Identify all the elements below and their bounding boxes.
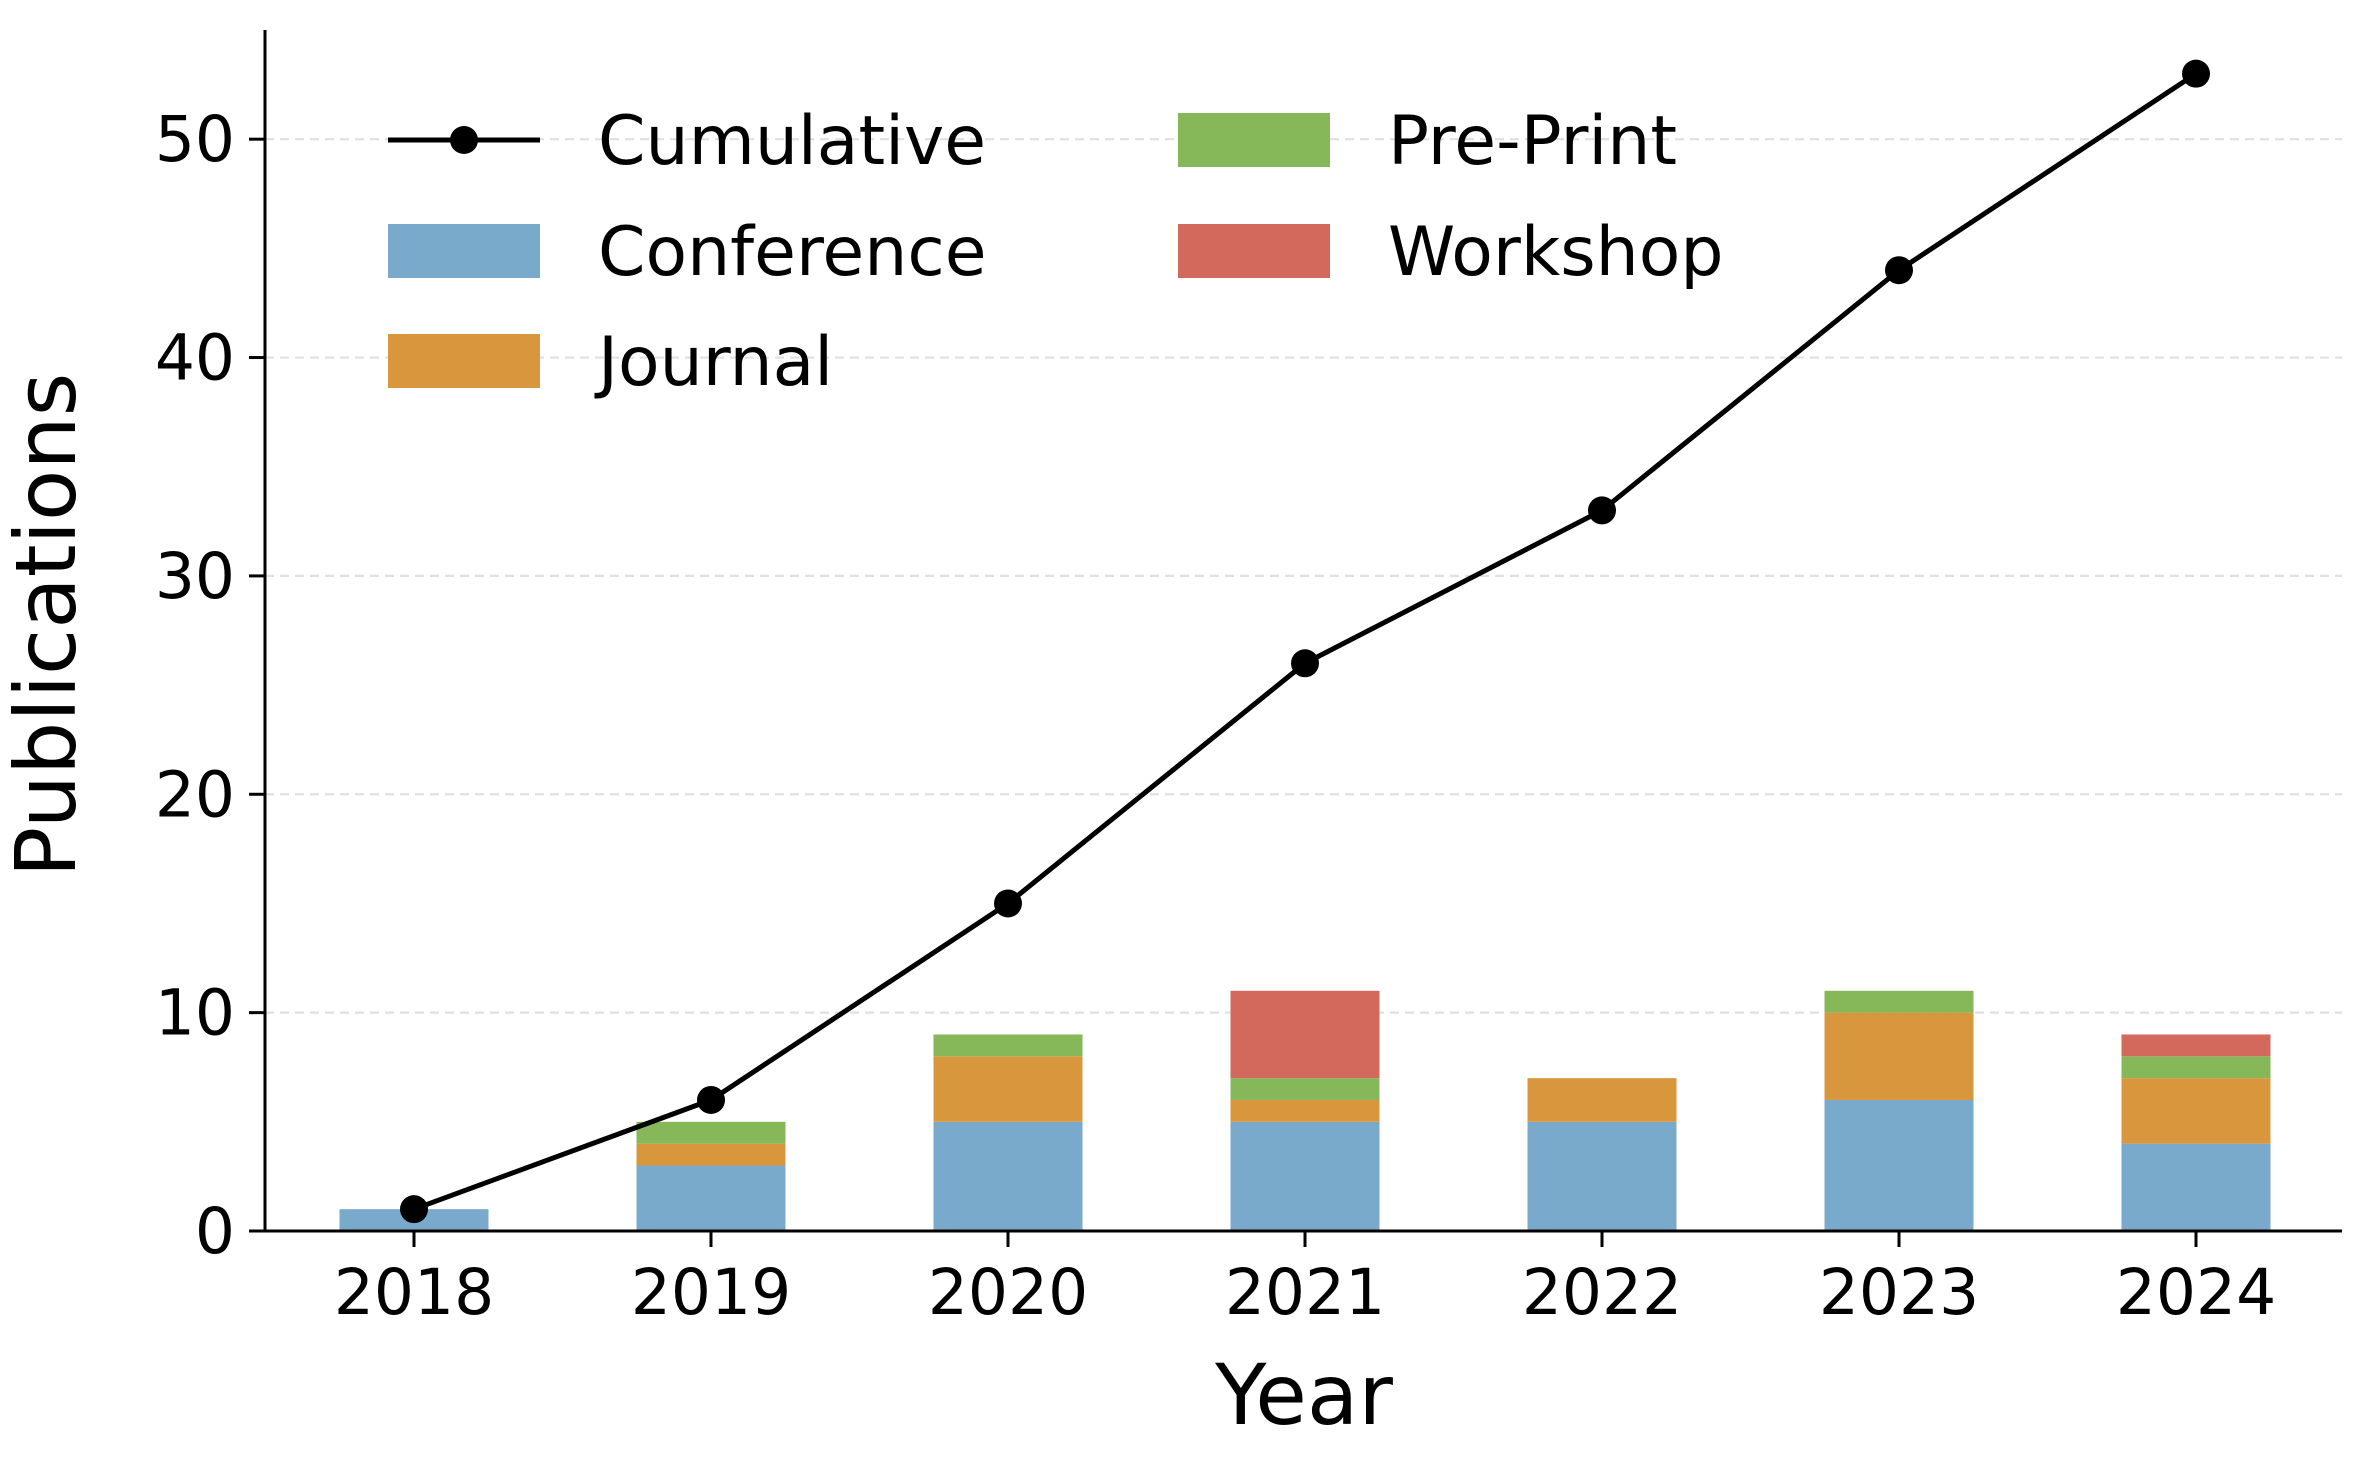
bar-conference-2024 [2121, 1143, 2271, 1231]
legend-label-cumulative: Cumulative [598, 102, 986, 181]
legend-label-workshop: Workshop [1388, 213, 1723, 292]
x-tick-label-2020: 2020 [928, 1256, 1088, 1329]
x-tick-label-2024: 2024 [2116, 1256, 2276, 1329]
bar-pre-print-2023 [1824, 990, 1974, 1013]
bar-pre-print-2024 [2121, 1056, 2271, 1079]
x-tick-label-2019: 2019 [631, 1256, 791, 1329]
bar-pre-print-2020 [933, 1034, 1083, 1057]
y-tick-label-40: 40 [155, 322, 235, 395]
legend: Cumulative Conference Journal Pre-Print Work… [388, 102, 1723, 402]
cumulative-point-2018 [400, 1195, 428, 1224]
bar-workshop-2021 [1230, 990, 1380, 1079]
x-tick-label-2021: 2021 [1225, 1256, 1385, 1329]
cumulative-point-2020 [994, 889, 1022, 918]
cumulative-line-layer [400, 59, 2210, 1224]
y-tick-label-50: 50 [155, 103, 235, 176]
bar-journal-2023 [1824, 1012, 1974, 1100]
bar-journal-2024 [2121, 1078, 2271, 1144]
x-tick-label-2022: 2022 [1522, 1256, 1682, 1329]
bar-conference-2019 [636, 1165, 786, 1231]
cumulative-point-2019 [697, 1085, 725, 1114]
legend-swatch-journal [388, 334, 540, 388]
x-tick-label-2018: 2018 [334, 1256, 494, 1329]
bar-journal-2019 [636, 1143, 786, 1166]
bar-pre-print-2019 [636, 1121, 786, 1144]
bar-conference-2023 [1824, 1099, 1974, 1231]
legend-swatch-workshop [1178, 224, 1330, 278]
bar-journal-2021 [1230, 1099, 1380, 1122]
cumulative-point-2023 [1885, 256, 1913, 285]
x-axis-title: Year [1214, 1346, 1393, 1444]
bar-pre-print-2021 [1230, 1078, 1380, 1100]
bar-conference-2022 [1527, 1121, 1677, 1231]
legend-swatch-conference [388, 224, 540, 278]
cumulative-point-2022 [1588, 496, 1616, 525]
bar-workshop-2024 [2121, 1034, 2271, 1057]
y-tick-label-20: 20 [155, 758, 235, 831]
bar-conference-2020 [933, 1121, 1083, 1231]
legend-label-journal: Journal [594, 323, 833, 402]
axes: 0 10 20 30 40 50 2018 2019 2020 2021 2022 2023 2024 [155, 30, 2342, 1329]
legend-label-conference: Conference [598, 213, 987, 292]
x-tick-label-2023: 2023 [1819, 1256, 1979, 1329]
bar-journal-2022 [1527, 1078, 1677, 1122]
bar-journal-2020 [933, 1056, 1083, 1122]
bar-conference-2021 [1230, 1121, 1380, 1231]
cumulative-point-2024 [2182, 59, 2210, 88]
y-tick-label-30: 30 [155, 540, 235, 613]
cumulative-point-2021 [1291, 649, 1319, 678]
y-tick-label-10: 10 [155, 977, 235, 1050]
y-axis-title: Publications [0, 373, 95, 878]
legend-label-pre-print: Pre-Print [1388, 102, 1677, 181]
legend-swatch-pre-print [1178, 113, 1330, 167]
legend-marker-cumulative [450, 126, 478, 154]
y-tick-label-0: 0 [195, 1195, 235, 1268]
bar-marks [339, 990, 2271, 1231]
